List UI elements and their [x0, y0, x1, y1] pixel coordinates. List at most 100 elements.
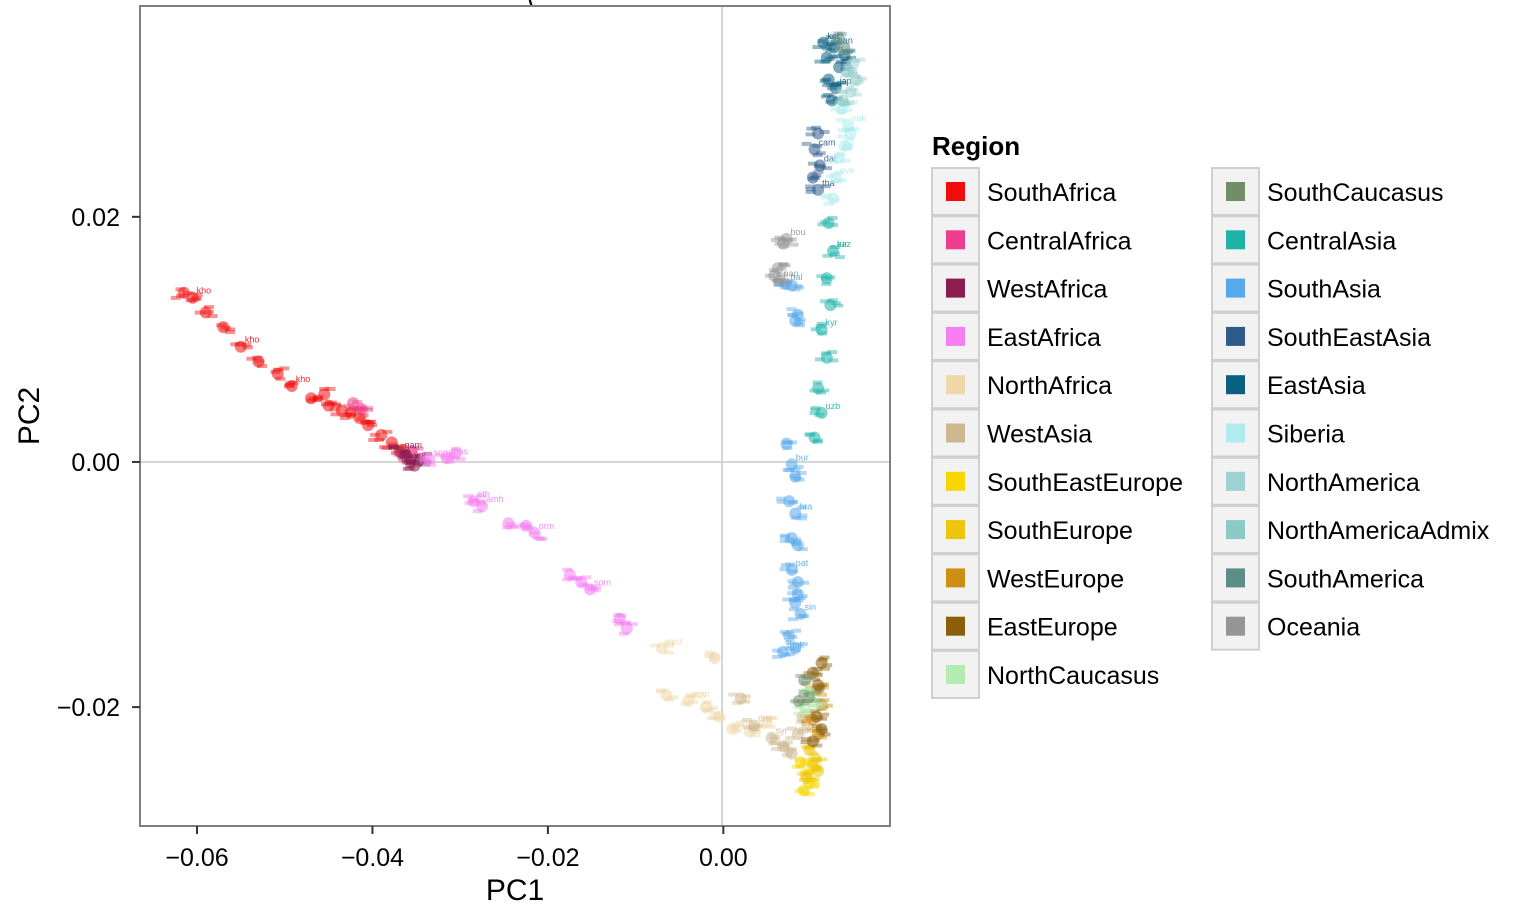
- data-point-jitter: [306, 398, 317, 403]
- data-point: [177, 286, 190, 299]
- data-point-jitter: [578, 582, 589, 587]
- data-point-jitter: [668, 695, 679, 700]
- series-EastEurope: [800, 655, 833, 748]
- point-label: orm: [539, 521, 555, 531]
- data-point-jitter: [787, 585, 798, 590]
- data-point-jitter: [837, 90, 848, 95]
- legend-item: SouthEastAsia: [1211, 311, 1431, 361]
- data-point-jitter: [590, 588, 601, 593]
- data-point-jitter: [782, 446, 793, 451]
- data-point-jitter: [324, 401, 335, 406]
- data-point-jitter: [822, 46, 833, 51]
- data-point-jitter: [822, 42, 833, 47]
- data-point-jitter: [821, 276, 832, 281]
- data-point: [773, 274, 786, 287]
- point-label: tha: [822, 178, 835, 188]
- data-point-jitter: [809, 783, 820, 788]
- data-point-jitter: [780, 563, 791, 568]
- data-point: [318, 388, 331, 401]
- data-point-jitter: [590, 584, 601, 589]
- legend-swatch: [946, 375, 965, 395]
- data-point-jitter: [807, 763, 818, 768]
- data-point: [375, 428, 388, 441]
- data-point-jitter: [827, 223, 838, 228]
- data-point-jitter: [787, 312, 798, 317]
- data-point: [322, 399, 335, 412]
- data-point-jitter: [176, 293, 187, 298]
- data-point-jitter: [344, 403, 355, 408]
- point-label: gam: [405, 440, 423, 450]
- data-point: [441, 452, 454, 465]
- data-point-jitter: [368, 437, 379, 442]
- data-point-jitter: [242, 345, 253, 350]
- data-point-jitter: [308, 396, 319, 401]
- data-point-jitter: [780, 652, 791, 657]
- data-point-jitter: [798, 787, 809, 792]
- data-point-jitter: [820, 219, 831, 224]
- legend-item: NorthAfrica: [931, 360, 1112, 410]
- data-point-jitter: [664, 643, 675, 648]
- data-point: [827, 41, 840, 54]
- data-point-jitter: [656, 689, 667, 694]
- data-point-jitter: [731, 729, 742, 734]
- data-point-jitter: [203, 305, 214, 310]
- data-point-jitter: [818, 685, 829, 690]
- data-point-jitter: [827, 350, 838, 355]
- data-point-jitter: [825, 99, 836, 104]
- data-point-jitter: [816, 274, 827, 279]
- data-point-jitter: [664, 697, 675, 702]
- data-point-jitter: [784, 652, 795, 657]
- data-point-jitter: [810, 175, 821, 180]
- data-point-jitter: [814, 733, 825, 738]
- data-point-jitter: [786, 307, 797, 312]
- data-point-jitter: [815, 390, 826, 395]
- data-point: [563, 568, 576, 581]
- data-point-jitter: [257, 363, 268, 368]
- data-point-jitter: [330, 402, 341, 407]
- x-tick-label: −0.02: [516, 844, 579, 872]
- data-point-jitter: [801, 762, 812, 767]
- data-point-jitter: [776, 499, 787, 504]
- data-point-jitter: [787, 500, 798, 505]
- data-point-jitter: [216, 323, 227, 328]
- legend-label: SouthCaucasus: [1267, 179, 1444, 207]
- data-point-jitter: [778, 262, 789, 267]
- data-point-jitter: [794, 757, 805, 762]
- data-point-jitter: [812, 153, 823, 158]
- data-point-jitter: [404, 466, 415, 471]
- data-point-jitter: [409, 454, 420, 459]
- data-point: [776, 740, 789, 753]
- data-point-jitter: [797, 613, 808, 618]
- data-point: [789, 642, 802, 655]
- data-point-jitter: [401, 460, 412, 465]
- data-point-jitter: [826, 173, 837, 178]
- data-point-jitter: [802, 758, 813, 763]
- data-point-jitter: [816, 707, 827, 712]
- data-point-jitter: [740, 694, 751, 699]
- panel-border: [139, 5, 891, 827]
- data-point-jitter: [850, 75, 861, 80]
- data-point: [822, 73, 835, 86]
- legend-label: SouthAmerica: [1267, 565, 1424, 593]
- legend-swatch: [946, 423, 965, 443]
- legend: Region SouthAfrica CentralAfrica WestAfric…: [931, 131, 1490, 699]
- data-point: [806, 171, 819, 184]
- data-point-jitter: [331, 403, 342, 408]
- data-point-jitter: [814, 163, 825, 168]
- data-point-jitter: [790, 699, 801, 704]
- data-point: [791, 588, 804, 601]
- data-point-jitter: [730, 726, 741, 731]
- series-WestAsia: syr pal dru: [728, 692, 816, 760]
- data-point-jitter: [185, 298, 196, 303]
- data-point-jitter: [731, 700, 742, 705]
- point-label: yak: [852, 113, 867, 123]
- data-point-jitter: [820, 732, 831, 737]
- data-point-jitter: [813, 169, 824, 174]
- data-point-jitter: [820, 351, 831, 356]
- data-point-jitter: [797, 771, 808, 776]
- y-tick-label: −0.02: [57, 694, 120, 722]
- data-point-jitter: [426, 462, 437, 467]
- data-point-jitter: [765, 724, 776, 729]
- data-point-jitter: [788, 607, 799, 612]
- data-point-jitter: [419, 453, 430, 458]
